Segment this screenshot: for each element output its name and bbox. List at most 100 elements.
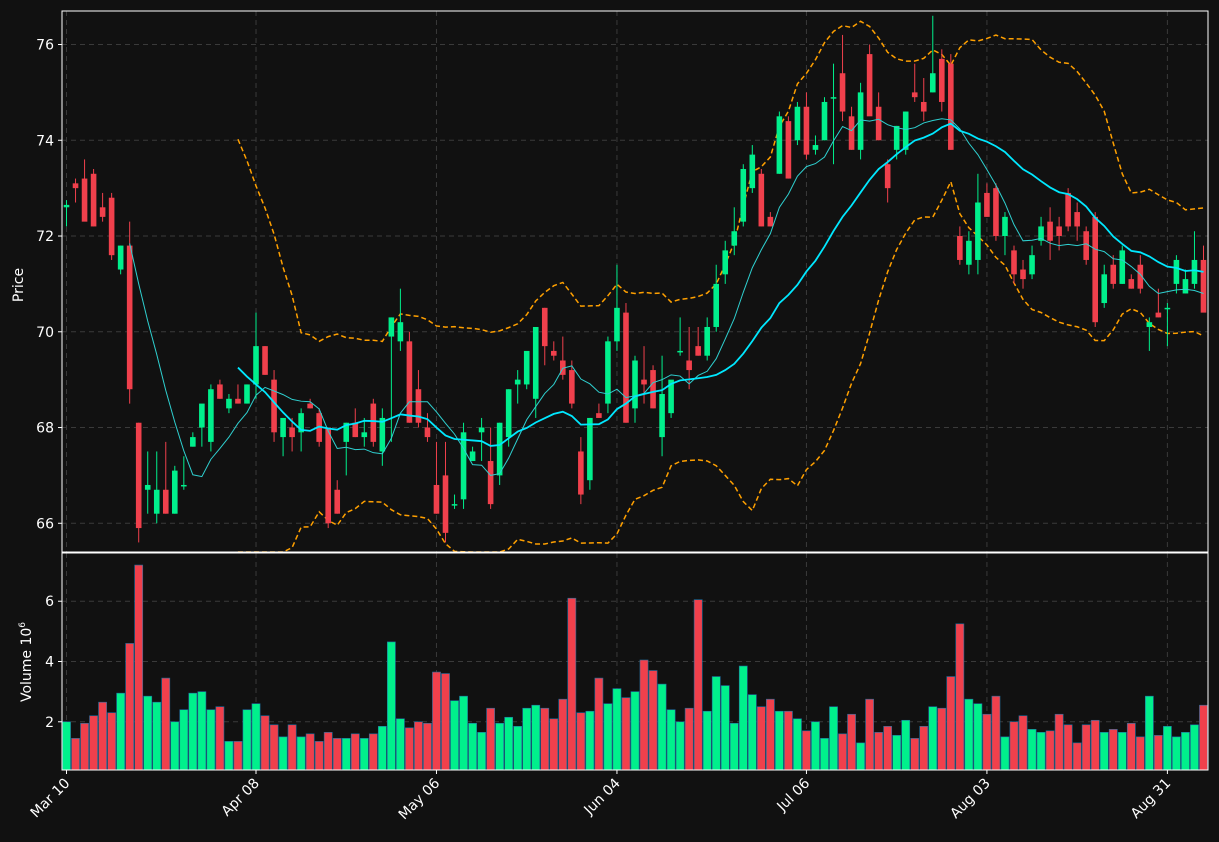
volume-bar — [341, 738, 351, 771]
volume-bar — [775, 710, 784, 771]
candle-body — [117, 245, 124, 270]
volume-bar — [296, 736, 306, 771]
candle-body — [1155, 312, 1162, 318]
candle-body — [1011, 250, 1017, 275]
volume-bar — [71, 738, 80, 771]
volume-bar — [459, 695, 468, 771]
candle-body — [126, 245, 133, 390]
volume-bar — [720, 685, 730, 771]
volume-bar — [233, 741, 243, 771]
volume-bar — [269, 724, 279, 771]
candle-body — [99, 207, 106, 217]
volume-tick-label: 2 — [45, 715, 54, 731]
candle-body — [920, 101, 927, 112]
volume-bar — [937, 707, 947, 771]
candle-body — [776, 116, 783, 174]
price-tick-label: 72 — [36, 229, 54, 245]
volume-bar — [1045, 730, 1055, 771]
volume-bar — [432, 671, 441, 771]
volume-bar — [576, 712, 586, 771]
price-tick-label: 68 — [36, 421, 54, 437]
volume-bar — [612, 688, 622, 771]
candle-body — [821, 101, 828, 141]
volume-bar — [350, 733, 360, 771]
candle-body — [993, 188, 999, 237]
candle-body — [1029, 255, 1035, 275]
volume-bar — [1081, 724, 1091, 771]
volume-bar — [756, 706, 766, 771]
candle-body — [722, 250, 729, 275]
volume-axis-label-base: Volume 10 — [19, 628, 35, 702]
volume-bar — [522, 707, 532, 771]
volume-bar — [747, 694, 757, 771]
volume-bar — [377, 725, 387, 771]
volume-bar — [729, 722, 739, 771]
volume-bar — [359, 738, 369, 771]
volume-bar — [946, 676, 956, 771]
candle-body — [1074, 212, 1080, 227]
volume-bar — [423, 722, 432, 771]
candle-body — [514, 379, 521, 385]
candle-body — [1020, 269, 1026, 280]
candle-body — [253, 346, 259, 385]
candle-body — [731, 231, 738, 246]
candle-body — [171, 470, 178, 514]
candle-body — [1191, 259, 1198, 284]
candle-body — [911, 92, 918, 98]
candle-body — [478, 427, 485, 433]
candle-body — [857, 92, 864, 150]
volume-bar — [1126, 722, 1136, 771]
volume-bar — [1036, 732, 1046, 771]
candle-body — [1002, 216, 1008, 237]
candle-body — [1200, 259, 1207, 313]
candle-body — [550, 350, 557, 356]
candle-body — [758, 173, 765, 227]
candle-body — [63, 204, 70, 208]
volume-bar — [621, 697, 631, 771]
volume-bar — [684, 707, 694, 771]
volume-axis-label-exponent: 6 — [18, 622, 28, 628]
volume-bar — [1117, 732, 1127, 771]
volume-bar — [396, 718, 405, 771]
volume-bar — [188, 692, 198, 771]
volume-tick-label: 6 — [45, 594, 54, 610]
price-tick-label: 66 — [36, 516, 54, 532]
candles — [63, 15, 1207, 543]
volume-bar — [657, 683, 667, 771]
moving-averages — [129, 118, 1204, 478]
candle-body — [460, 432, 467, 500]
volume-bar — [1072, 742, 1082, 771]
volume-bar — [892, 735, 902, 771]
candle-body — [785, 121, 792, 179]
volume-bar — [675, 721, 685, 771]
volume-bar — [567, 597, 577, 771]
volume-bar — [1099, 732, 1109, 771]
candle-body — [803, 106, 810, 155]
volume-bar — [540, 707, 550, 771]
candle-body — [343, 422, 350, 442]
candle-body — [614, 307, 620, 342]
fast-moving-average — [129, 118, 1204, 478]
volume-bar — [486, 707, 495, 771]
volume-bar — [874, 732, 883, 771]
volume-bar — [901, 719, 911, 771]
candle-body — [271, 379, 277, 433]
candle-body — [1128, 279, 1135, 289]
candle-body — [1038, 226, 1044, 241]
candle-body — [975, 202, 981, 260]
volume-bar — [170, 721, 180, 771]
candle-body — [677, 350, 683, 353]
bollinger-bands — [237, 20, 1204, 553]
volume-bar — [1000, 736, 1010, 771]
slow-moving-average — [237, 122, 1204, 447]
candle-body — [262, 346, 268, 375]
candle-body — [875, 106, 882, 141]
volume-bar — [1172, 736, 1181, 771]
candle-body — [451, 504, 458, 506]
volume-bar — [80, 722, 89, 771]
volume-bar — [919, 725, 929, 771]
candle-body — [532, 326, 539, 399]
candle-body — [1173, 259, 1180, 284]
candle-body — [379, 417, 386, 452]
volume-bar — [251, 703, 261, 771]
